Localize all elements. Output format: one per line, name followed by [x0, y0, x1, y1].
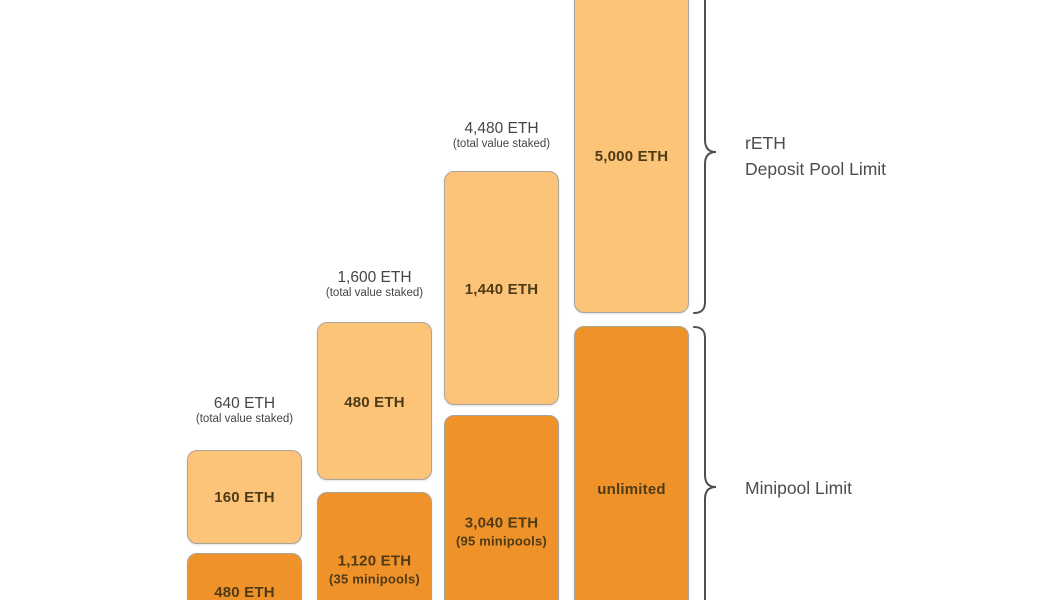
total-note: (total value staked): [452, 138, 551, 150]
minipool-bar-stage-2: 1,120 ETH (35 minipools): [317, 492, 432, 600]
bar-value-label: 160 ETH: [214, 489, 275, 506]
reth-bracket: [693, 0, 717, 314]
reth-deposit-pool-limit-label: rETH Deposit Pool Limit: [745, 133, 887, 179]
total-amount: 4,480 ETH: [464, 120, 539, 137]
total-amount: 640 ETH: [213, 395, 276, 412]
bar-value-label: 1,440 ETH: [464, 281, 539, 298]
bar-value-label: 5,000 ETH: [594, 148, 669, 165]
reth-deposit-bar-stage-4: 5,000 ETH: [574, 0, 689, 313]
total-note: (total value staked): [195, 413, 294, 425]
minipool-bar-stage-3: 3,040 ETH (95 minipools): [444, 415, 559, 600]
total-note: (total value staked): [325, 287, 424, 299]
minipool-bar-stage-4: unlimited: [574, 326, 689, 600]
minipool-bracket: [693, 326, 717, 600]
minipool-bar-stage-1: 480 ETH: [187, 553, 302, 600]
reth-deposit-bar-stage-1: 160 ETH: [187, 450, 302, 544]
bar-value-label: unlimited: [597, 481, 666, 498]
bar-value-label: 480 ETH: [344, 394, 405, 411]
total-staked-label-stage-3: 4,480 ETH (total value staked): [424, 120, 579, 152]
reth-deposit-bar-stage-3: 1,440 ETH: [444, 171, 559, 405]
total-staked-label-stage-1: 640 ETH (total value staked): [167, 395, 322, 427]
reth-deposit-bar-stage-2: 480 ETH: [317, 322, 432, 480]
bar-value-label: 480 ETH: [214, 584, 275, 600]
total-amount: 1,600 ETH: [337, 269, 412, 286]
bar-value-label: 3,040 ETH (95 minipools): [456, 514, 547, 549]
minipool-limit-label: Minipool Limit: [745, 478, 852, 498]
total-staked-label-stage-2: 1,600 ETH (total value staked): [297, 269, 452, 301]
bar-value-label: 1,120 ETH (35 minipools): [329, 552, 420, 587]
